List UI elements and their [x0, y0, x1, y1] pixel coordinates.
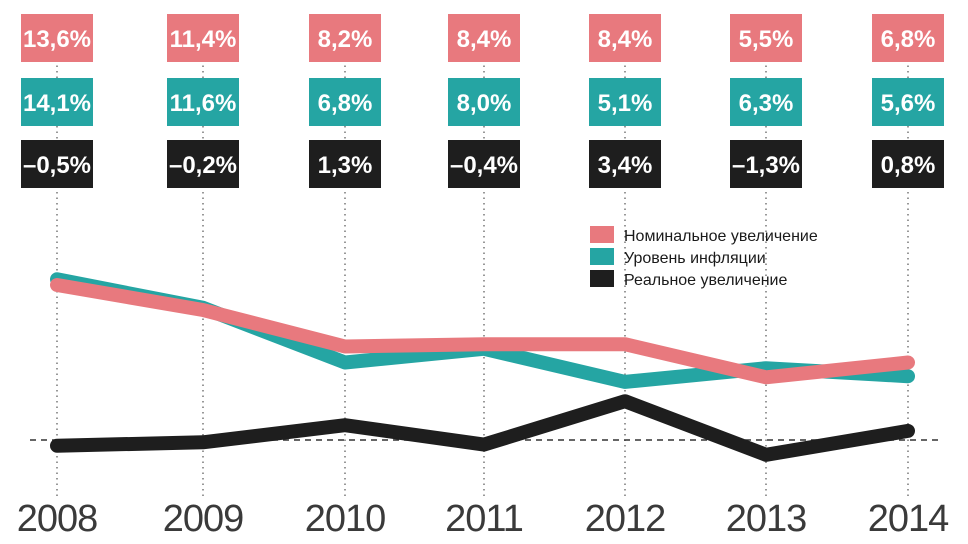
- value-box-nominal-2014: [872, 14, 944, 62]
- value-label-nominal-2012: 8,4%: [598, 26, 653, 53]
- value-box-real-2008: [21, 140, 93, 188]
- value-box-nominal-2012: [589, 14, 661, 62]
- value-box-inflation-2013: [730, 78, 802, 126]
- x-tick-label-2012: 2012: [585, 498, 666, 540]
- value-box-nominal-2013: [730, 14, 802, 62]
- value-label-real-2009: –0,2%: [169, 152, 237, 179]
- value-label-nominal-2013: 5,5%: [739, 26, 794, 53]
- series-lines: [50, 272, 915, 462]
- value-box-inflation-2012: [589, 78, 661, 126]
- value-label-nominal-2008: 13,6%: [23, 26, 91, 53]
- value-label-real-2010: 1,3%: [318, 152, 373, 179]
- value-box-inflation-2011: [448, 78, 520, 126]
- value-box-real-2013: [730, 140, 802, 188]
- value-box-real-2010: [309, 140, 381, 188]
- value-label-inflation-2009: 11,6%: [170, 90, 237, 117]
- value-label-real-2008: –0,5%: [23, 152, 91, 179]
- value-label-nominal-2009: 11,4%: [170, 26, 237, 53]
- legend-swatch-inflation: [590, 248, 614, 265]
- legend-swatch-nominal: [590, 226, 614, 243]
- legend-label-real: Реальное увеличение: [624, 272, 787, 289]
- value-label-inflation-2010: 6,8%: [318, 90, 373, 117]
- value-box-nominal-2011: [448, 14, 520, 62]
- x-tick-label-2013: 2013: [726, 498, 807, 540]
- value-box-inflation-2014: [872, 78, 944, 126]
- value-label-inflation-2011: 8,0%: [457, 90, 512, 117]
- series-line-real: [50, 394, 915, 462]
- value-box-inflation-2010: [309, 78, 381, 126]
- x-tick-label-2011: 2011: [445, 498, 523, 540]
- x-tick-label-2009: 2009: [163, 498, 244, 540]
- value-box-inflation-2008: [21, 78, 93, 126]
- value-label-inflation-2014: 5,6%: [881, 90, 936, 117]
- value-label-real-2012: 3,4%: [598, 152, 653, 179]
- value-box-real-2009: [167, 140, 239, 188]
- x-axis-year-labels: 2008 2009 2010 2011 2012 2013 2014: [17, 498, 950, 540]
- series-line-inflation: [50, 272, 915, 389]
- legend: Номинальное увеличение Уровень инфляции …: [590, 226, 818, 289]
- legend-label-inflation: Уровень инфляции: [624, 250, 766, 267]
- value-label-inflation-2008: 14,1%: [23, 90, 91, 117]
- value-label-nominal-2014: 6,8%: [881, 26, 936, 53]
- value-label-real-2011: –0,4%: [450, 152, 518, 179]
- value-box-nominal-2008: [21, 14, 93, 62]
- series-line-nominal: [50, 278, 915, 385]
- x-tick-label-2010: 2010: [305, 498, 386, 540]
- value-label-inflation-2013: 6,3%: [739, 90, 794, 117]
- value-label-boxes: 13,6% 11,4% 8,2% 8,4% 8,4% 5,5% 6,8% 14,1% 11,6%…: [21, 14, 944, 188]
- value-label-real-2014: 0,8%: [881, 152, 936, 179]
- legend-swatch-real: [590, 270, 614, 287]
- x-tick-label-2008: 2008: [17, 498, 98, 540]
- value-box-real-2012: [589, 140, 661, 188]
- legend-label-nominal: Номинальное увеличение: [624, 228, 818, 245]
- value-box-real-2011: [448, 140, 520, 188]
- value-box-inflation-2009: [167, 78, 239, 126]
- value-box-nominal-2009: [167, 14, 239, 62]
- value-label-real-2013: –1,3%: [732, 152, 800, 179]
- x-tick-label-2014: 2014: [868, 498, 949, 540]
- value-box-real-2014: [872, 140, 944, 188]
- value-label-nominal-2011: 8,4%: [457, 26, 512, 53]
- value-label-nominal-2010: 8,2%: [318, 26, 373, 53]
- value-box-nominal-2010: [309, 14, 381, 62]
- value-label-inflation-2012: 5,1%: [598, 90, 653, 117]
